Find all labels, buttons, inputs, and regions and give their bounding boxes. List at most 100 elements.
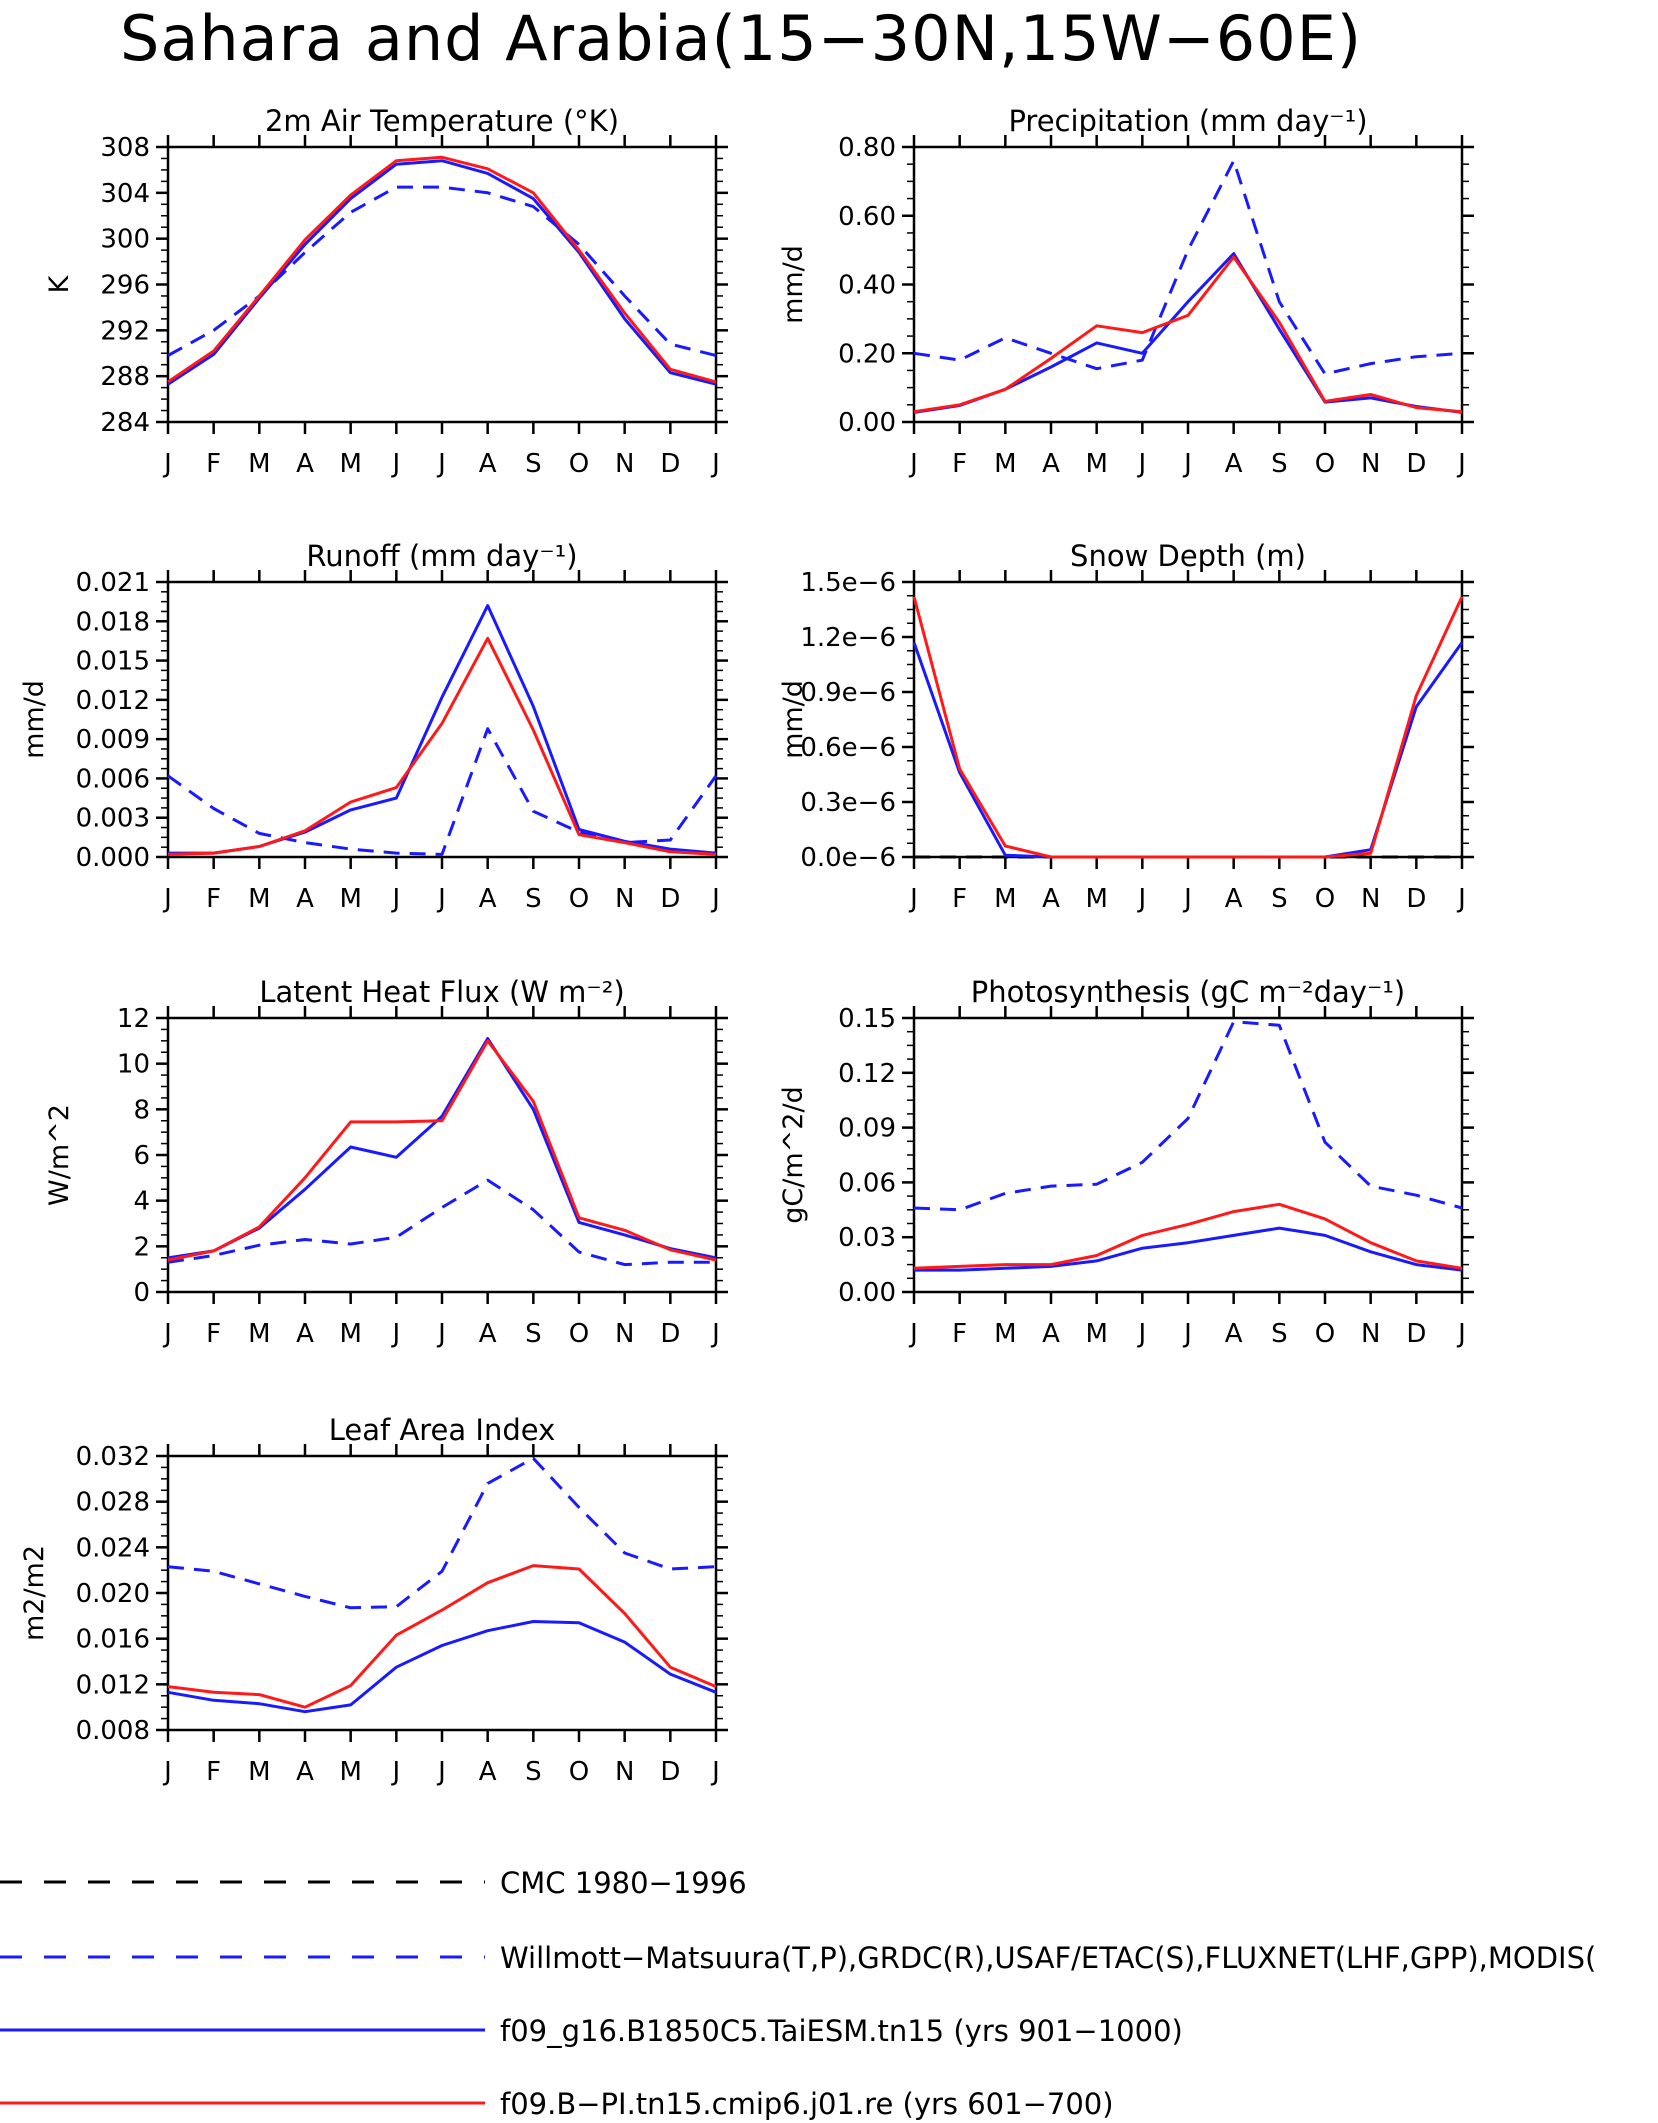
panel-1: 2m Air Temperature (°K) 284 288 292 296 300 30… [44,104,728,479]
series-line-model2 [913,255,1463,414]
y-tick-label: 10 [117,1050,150,1080]
x-tick-label: J [908,449,918,479]
y-tick-label: 0.9e−6 [800,678,896,708]
y-tick-label: 0.024 [76,1533,150,1563]
series-line-obs [167,1178,716,1267]
x-tick-label: F [206,884,221,914]
y-tick-label: 0 [133,1278,150,1308]
x-tick-label: F [952,884,967,914]
x-tick-label: J [1136,449,1146,479]
x-tick-label: J [162,1319,172,1349]
plot-frame [912,145,1464,424]
y-axis-label: K [44,274,75,293]
x-tick-label: J [390,1319,400,1349]
page-title: Sahara and Arabia(15−30N,15W−60E) [120,2,1363,75]
x-tick-label: J [1456,884,1466,914]
x-tick-label: A [1042,449,1060,479]
x-tick-label: J [710,449,720,479]
x-tick-label: M [994,1319,1016,1349]
x-tick-label: J [390,884,400,914]
x-tick-label: D [1406,884,1426,914]
y-tick-label: 0.006 [76,764,150,794]
x-tick-label: J [1182,449,1192,479]
x-tick-label: A [296,1319,314,1349]
y-tick-label: 0.021 [76,568,150,598]
x-tick-label: S [1271,1319,1288,1349]
y-tick-label: 0.028 [76,1488,150,1518]
panel-title: Photosynthesis (gC m⁻²day⁻¹) [971,975,1405,1009]
x-tick-label: N [615,1757,634,1787]
x-tick-label: A [296,449,314,479]
series-line-model1 [167,159,717,386]
x-tick-label: M [339,1757,361,1787]
y-tick-label: 0.0e−6 [800,843,896,873]
y-tick-label: 0.6e−6 [800,733,896,763]
y-tick-label: 0.00 [838,1278,896,1308]
x-tick-label: S [525,1319,542,1349]
x-tick-label: O [569,884,589,914]
plot-frame [912,1016,1464,1294]
panel-2: Precipitation (mm day⁻¹) 0.00 0.20 0.40 0.60… [778,104,1474,479]
x-tick-label: A [1225,884,1243,914]
x-tick-label: A [479,884,497,914]
x-tick-label: J [710,1757,720,1787]
y-tick-label: 308 [100,133,150,163]
legend-label: f09_g16.B1850C5.TaiESM.tn15 (yrs 901−100… [500,2014,1183,2048]
x-tick-label: A [1225,449,1243,479]
x-tick-label: N [1361,449,1380,479]
x-tick-label: A [1225,1319,1243,1349]
x-tick-label: D [660,1757,680,1787]
y-axis-label: mm/d [778,245,809,324]
x-tick-label: A [479,449,497,479]
panel-title: Precipitation (mm day⁻¹) [1008,104,1367,138]
x-tick-label: M [248,1757,270,1787]
x-tick-label: F [952,449,967,479]
y-tick-label: 284 [100,408,150,438]
x-tick-label: D [660,1319,680,1349]
panel-title: 2m Air Temperature (°K) [265,104,619,138]
series-line-model1 [167,1620,717,1714]
y-tick-label: 0.80 [838,133,896,163]
x-tick-label: J [1182,1319,1192,1349]
x-tick-label: M [994,449,1016,479]
legend: CMC 1980−1996 Willmott−Matsuura(T,P),GRDC… [0,1866,1596,2121]
y-tick-label: 2 [133,1232,150,1262]
series-line-model1 [913,252,1463,414]
y-tick-label: 0.008 [76,1716,150,1746]
y-tick-label: 0.00 [838,408,896,438]
x-tick-label: F [206,449,221,479]
y-tick-label: 300 [100,225,150,255]
legend-label: Willmott−Matsuura(T,P),GRDC(R),USAF/ETAC… [500,1941,1596,1975]
x-tick-label: J [436,449,446,479]
x-tick-label: D [1406,449,1426,479]
x-tick-label: N [1361,884,1380,914]
x-tick-label: A [1042,1319,1060,1349]
x-tick-label: S [1271,449,1288,479]
panel-6: Photosynthesis (gC m⁻²day⁻¹) 0.00 0.03 0.06… [778,975,1474,1349]
x-tick-label: F [952,1319,967,1349]
panel-title: Runoff (mm day⁻¹) [306,539,577,573]
x-tick-label: A [479,1319,497,1349]
x-tick-label: J [162,884,172,914]
y-tick-label: 0.15 [838,1004,896,1034]
x-tick-label: J [1136,884,1146,914]
series-line-obs [167,727,718,856]
y-tick-label: 0.012 [76,1670,150,1700]
y-axis-label: mm/d [19,680,50,759]
y-axis-label: mm/d [778,680,809,759]
x-tick-label: A [479,1757,497,1787]
series-line-model2 [913,1202,1463,1270]
x-tick-label: M [339,884,361,914]
y-tick-label: 0.009 [76,725,150,755]
series-line-model1 [914,1226,1463,1272]
x-tick-label: M [248,884,270,914]
x-tick-label: J [908,884,918,914]
x-tick-label: O [569,449,589,479]
x-tick-label: O [569,1757,589,1787]
panel-7: Leaf Area Index 0.008 0.012 0.016 0.020 0.024… [19,1413,728,1787]
x-tick-label: J [1456,449,1466,479]
x-tick-label: D [1406,1319,1426,1349]
panel-title: Snow Depth (m) [1070,539,1306,573]
x-tick-label: F [206,1319,221,1349]
series-line-model2 [167,1564,717,1709]
